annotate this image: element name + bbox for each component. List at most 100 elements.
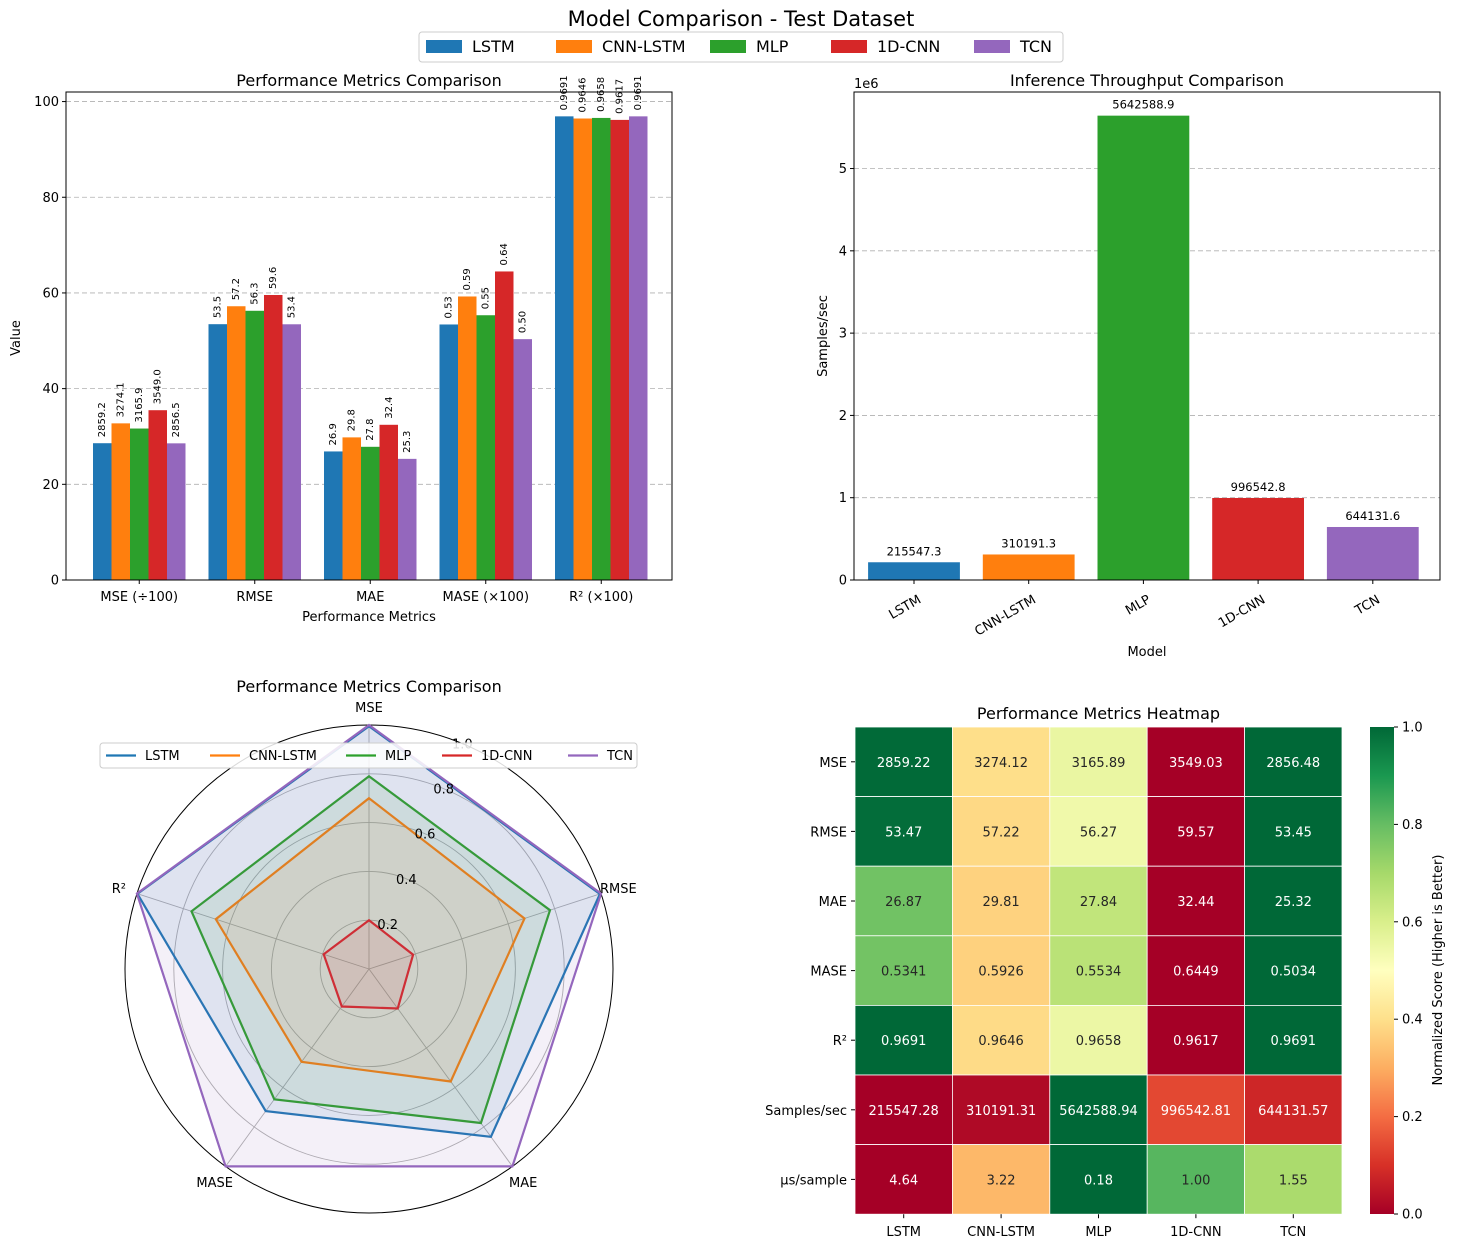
heatmap-cell	[1049, 1074, 1148, 1145]
heatmap-cell-value: 5642588.94	[1059, 1104, 1138, 1119]
x-tick-label: R² (×100)	[569, 590, 633, 605]
y-tick-label: 60	[42, 286, 59, 301]
heatmap-cell	[1244, 796, 1343, 867]
radar-axis-label: MASE	[196, 1176, 233, 1191]
legend-swatch-MLP	[710, 40, 746, 53]
heatmap-cell-value: 0.9691	[881, 1034, 927, 1049]
bar-TCN	[513, 339, 532, 580]
bar-1D-CNN	[1212, 497, 1304, 580]
heatmap-cell-value: 215547.28	[869, 1104, 939, 1119]
heatmap-column-label: TCN	[1279, 1225, 1306, 1240]
bar-CNN-LSTM	[573, 118, 592, 580]
heatmap-cell-value: 53.45	[1275, 825, 1312, 840]
figure-title: Model Comparison - Test Dataset	[568, 7, 915, 31]
y-tick-label: 20	[42, 478, 59, 493]
bar-value-label: 0.50	[518, 311, 529, 333]
heatmap-cell-value: 0.9617	[1173, 1034, 1219, 1049]
heatmap-cell	[1146, 865, 1245, 937]
bar-value-label: 53.5	[213, 296, 224, 318]
heatmap-cell	[1049, 796, 1148, 867]
bar-value-label: 25.3	[402, 431, 413, 453]
colorbar-tick-label: 0.0	[1402, 1208, 1423, 1223]
legend-swatch-1D-CNN	[831, 40, 867, 53]
heatmap-cell-value: 0.9691	[1271, 1034, 1317, 1049]
heatmap-row-label: MAE	[819, 895, 847, 910]
bar-value-label: 215547.3	[887, 544, 942, 558]
legend-label-TCN: TCN	[1019, 37, 1052, 56]
heatmap-cell-value: 2856.48	[1266, 756, 1320, 771]
heatmap-cell-value: 3549.03	[1169, 756, 1223, 771]
y-tick-label: 0	[839, 574, 847, 589]
bar-value-label: 5642588.9	[1112, 98, 1174, 112]
x-tick-label: 1D-CNN	[1216, 592, 1268, 631]
bar-value-label: 0.9646	[578, 78, 589, 113]
heatmap-cell-value: 3165.89	[1072, 756, 1126, 771]
bar-value-label: 0.9691	[559, 75, 570, 110]
bar-value-label: 57.2	[231, 278, 242, 300]
bar-MLP	[130, 428, 149, 580]
radial-axis-line	[368, 968, 513, 1167]
radial-tick-label: 0.6	[415, 828, 436, 843]
chart-title: Performance Metrics Comparison	[236, 71, 501, 90]
legend-swatch-CNN-LSTM	[556, 40, 592, 53]
legend-swatch-LSTM	[426, 40, 462, 53]
heatmap-cell-value: 29.81	[982, 895, 1019, 910]
x-tick-label: MSE (÷100)	[100, 590, 178, 605]
colorbar-label: Normalized Score (Higher is Better)	[1431, 855, 1446, 1086]
radar-series-MLP	[190, 774, 552, 1125]
x-tick-label: MASE (×100)	[442, 590, 529, 605]
heatmap-cell-value: 4.64	[889, 1173, 918, 1188]
colorbar	[1370, 727, 1394, 1214]
legend-label-MLP: MLP	[756, 37, 789, 56]
heatmap-cell-value: 0.9646	[978, 1034, 1024, 1049]
heatmap-cell	[952, 1005, 1051, 1076]
legend-label-LSTM: LSTM	[472, 37, 515, 56]
heatmap-cell	[1244, 935, 1343, 1006]
heatmap-cell	[854, 726, 953, 797]
radar-legend-label-TCN: TCN	[606, 749, 633, 764]
bar-value-label: 0.9691	[633, 75, 644, 110]
legend-label-CNN-LSTM: CNN-LSTM	[602, 37, 686, 56]
radar-series-CNN-LSTM	[214, 796, 526, 1083]
heatmap-cell-value: 0.18	[1084, 1173, 1113, 1188]
y-tick-label: 80	[42, 191, 59, 206]
bar-LSTM	[208, 324, 227, 580]
bar-value-label: 32.4	[384, 397, 395, 419]
heatmap-cell	[1049, 726, 1148, 797]
heatmap-column-label: LSTM	[886, 1225, 921, 1240]
bar-value-label: 0.59	[462, 268, 473, 290]
bar-value-label: 2859.2	[97, 402, 108, 437]
y-tick-label: 1	[839, 491, 847, 506]
throughput-bar-chart: Inference Throughput Comparison 1e6 0 1 2 3 4 5…	[816, 71, 1441, 660]
heatmap-cell	[952, 726, 1051, 797]
heatmap-cell-value: 32.44	[1177, 895, 1214, 910]
heatmap-cell	[854, 935, 953, 1006]
heatmap-row-label: R²	[833, 1034, 847, 1049]
y-axis-label: Samples/sec	[816, 295, 831, 377]
bar-LSTM	[555, 116, 574, 580]
x-tick-label: RMSE	[236, 590, 273, 605]
bar-value-label: 0.53	[444, 296, 455, 318]
colorbar-tick-label: 0.4	[1402, 1013, 1423, 1028]
bar-value-label: 0.9617	[615, 79, 626, 114]
bar-value-label: 3165.9	[134, 388, 145, 423]
heatmap-column-label: MLP	[1085, 1225, 1111, 1240]
bar-LSTM	[324, 451, 343, 580]
bar-CNN-LSTM	[342, 437, 361, 580]
heatmap-cell	[1244, 1005, 1343, 1076]
bar-TCN	[629, 116, 648, 580]
y-tick-label: 100	[34, 95, 59, 110]
heatmap-row-label: µs/sample	[780, 1173, 847, 1188]
bar-CNN-LSTM	[458, 296, 477, 580]
heatmap-cell-value: 644131.57	[1258, 1104, 1328, 1119]
x-tick-label: TCN	[1352, 592, 1383, 618]
radial-axis-line	[225, 968, 370, 1167]
bar-value-label: 53.4	[287, 296, 298, 318]
heatmap-cell	[854, 865, 953, 937]
radial-tick-label: 0.2	[377, 918, 398, 933]
heatmap-cell	[854, 1144, 953, 1215]
y-tick-label: 40	[42, 382, 59, 397]
colorbar-tick-label: 0.6	[1402, 915, 1423, 930]
x-tick-label: LSTM	[886, 592, 924, 622]
